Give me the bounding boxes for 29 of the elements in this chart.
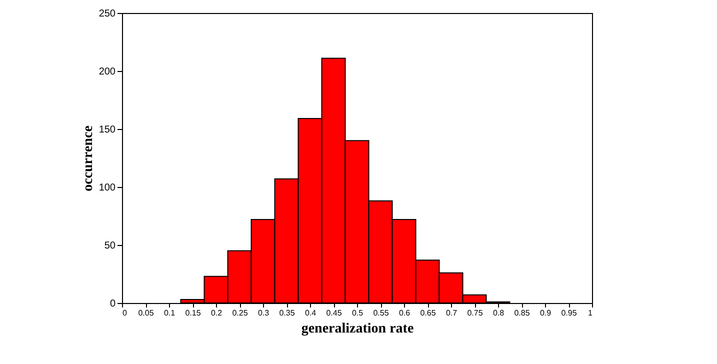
x-tick-label: 0.15	[185, 308, 202, 318]
x-tick-label: 0.75	[467, 308, 484, 318]
x-tick-label: 0.25	[232, 308, 248, 318]
x-tick-label: 0.55	[373, 308, 390, 318]
x-axis-title: generalization rate	[301, 322, 414, 336]
x-tick-label: 0.45	[326, 308, 342, 318]
x-tick-label: 0.2	[210, 308, 223, 318]
x-tick-label: 0.1	[164, 308, 176, 318]
x-tick-label: 0.5	[352, 308, 364, 318]
y-tick-label: 150	[98, 124, 116, 136]
x-tick-label: 0.65	[420, 308, 436, 318]
x-tick-label: 0.95	[561, 308, 578, 318]
x-tick-label: 0.4	[304, 308, 317, 318]
y-tick-label: 250	[98, 8, 116, 20]
y-tick-label: 200	[98, 66, 116, 78]
x-tick-label: 1	[588, 308, 594, 318]
y-tick-label: 50	[104, 240, 116, 252]
x-tick-label: 0.35	[279, 308, 296, 318]
x-tick-label: 0	[122, 308, 128, 318]
y-axis-title: occurrence	[80, 126, 96, 192]
x-tick-label: 0.6	[398, 308, 411, 318]
x-tick-label: 0.9	[540, 308, 552, 318]
x-tick-label: 0.3	[258, 308, 270, 318]
y-tick-label: 0	[110, 298, 116, 310]
y-tick-label: 100	[98, 182, 116, 194]
x-tick-label: 0.05	[138, 308, 154, 318]
x-tick-label: 0.7	[446, 308, 458, 318]
x-tick-label: 0.8	[492, 308, 505, 318]
x-tick-label: 0.85	[514, 308, 530, 318]
